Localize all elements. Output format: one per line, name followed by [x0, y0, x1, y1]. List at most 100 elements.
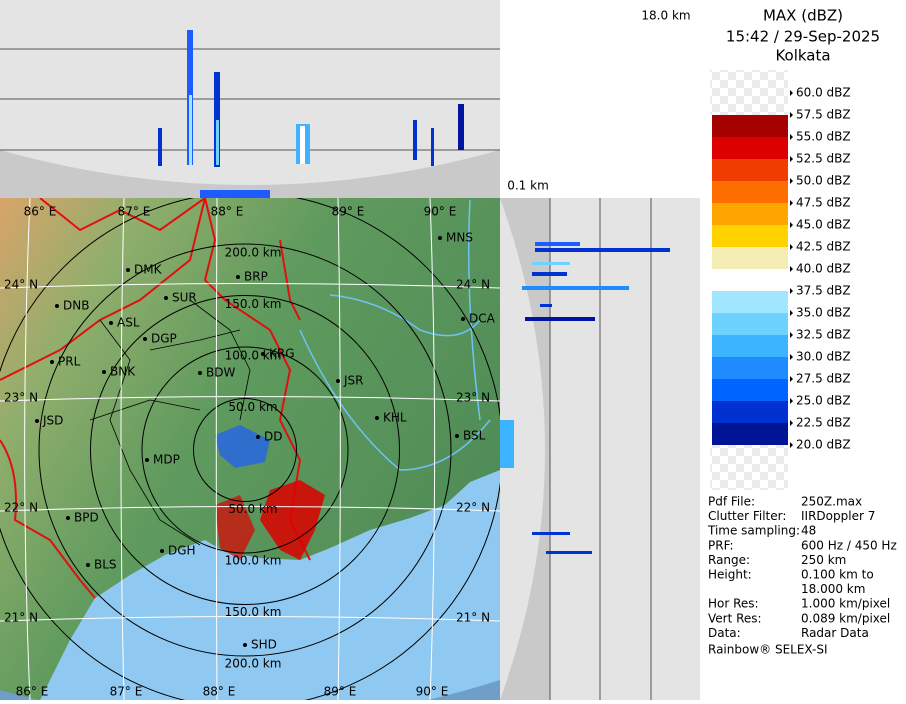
place-dot	[236, 275, 240, 279]
lon-label: 90° E	[424, 205, 457, 219]
lat-label: 24° N	[4, 278, 38, 292]
lat-label: 22° N	[4, 501, 38, 515]
place-dot	[109, 321, 113, 325]
info-value: Radar Data	[801, 626, 869, 640]
place-dot	[160, 549, 164, 553]
right-echoes	[500, 242, 670, 554]
legend-swatch	[712, 247, 788, 269]
place-dot	[461, 317, 465, 321]
place-label: DD	[264, 430, 282, 444]
legend-tick	[790, 266, 793, 272]
legend-label: 20.0 dBZ	[796, 438, 851, 452]
lon-label: 87° E	[110, 685, 143, 699]
legend-label: 57.5 dBZ	[796, 108, 851, 122]
place-dot	[50, 360, 54, 364]
place-label: BSL	[463, 429, 486, 443]
range-label: 100.0 km	[225, 349, 282, 363]
place-dot	[86, 563, 90, 567]
legend-tick	[790, 178, 793, 184]
rivers	[299, 199, 491, 471]
legend-swatch	[712, 423, 788, 445]
place-label: JSD	[42, 414, 63, 428]
place-label: BNK	[110, 365, 136, 379]
place-dot	[143, 337, 147, 341]
lat-label: 22° N	[456, 501, 490, 515]
place-label: KRG	[269, 347, 295, 361]
range-ring	[141, 346, 349, 554]
place-label: JSR	[343, 374, 364, 388]
place-dot	[243, 643, 247, 647]
place-label: BDW	[206, 366, 235, 380]
place-dot	[261, 352, 265, 356]
lon-label: 90° E	[416, 685, 449, 699]
place-dot	[164, 296, 168, 300]
place-label: SUR	[172, 291, 197, 305]
place-dot	[102, 370, 106, 374]
info-key: Range:	[708, 553, 750, 567]
legend-label: 27.5 dBZ	[796, 372, 851, 386]
legend-swatch	[712, 159, 788, 181]
lat-label: 24° N	[456, 278, 490, 292]
place-label: ASL	[117, 316, 140, 330]
range-label: 50.0 km	[228, 400, 277, 414]
place-label: DCA	[469, 312, 496, 326]
lat-label: 21° N	[456, 611, 490, 625]
place-label: PRL	[58, 355, 81, 369]
lon-label: 88° E	[203, 685, 236, 699]
parallel	[0, 616, 500, 622]
legend-tick	[790, 398, 793, 404]
lon-label: 88° E	[211, 205, 244, 219]
legend-label: 30.0 dBZ	[796, 350, 851, 364]
lat-lon-grid	[0, 198, 500, 700]
legend-tick	[790, 200, 793, 206]
meridian	[120, 198, 125, 700]
parallel	[0, 283, 500, 289]
range-ring	[193, 398, 297, 502]
parallel	[0, 396, 500, 402]
lon-label: 89° E	[332, 205, 365, 219]
legend-label: 60.0 dBZ	[796, 86, 851, 100]
map: 50.0 km 50.0 km 100.0 km 100.0 km 150.0 km 15…	[0, 198, 500, 700]
info-key: PRF:	[708, 538, 734, 552]
panel-site: Kolkata	[775, 47, 830, 65]
district-borders	[89, 299, 251, 546]
legend-tick	[790, 310, 793, 316]
range-label: 100.0 km	[225, 554, 282, 568]
lon-label: 87° E	[118, 205, 151, 219]
range-label: 150.0 km	[225, 297, 282, 311]
legend-label: 42.5 dBZ	[796, 240, 851, 254]
legend-tick	[790, 288, 793, 294]
place-dot	[198, 371, 202, 375]
lon-label: 86° E	[24, 205, 57, 219]
legend-tick	[790, 156, 793, 162]
legend-label: 32.5 dBZ	[796, 328, 851, 342]
legend-swatch	[712, 401, 788, 423]
top-height-label: 18.0 km	[641, 9, 690, 23]
right-profile-shade	[500, 198, 550, 700]
right-profile-lines	[549, 198, 652, 700]
legend-swatch	[712, 335, 788, 357]
place-dot	[35, 419, 39, 423]
legend-tick	[790, 354, 793, 360]
meridian	[215, 198, 218, 700]
place-dot	[375, 416, 379, 420]
place-label: DGP	[151, 332, 177, 346]
legend-tick	[790, 90, 793, 96]
legend-tick	[790, 420, 793, 426]
top-echoes	[158, 30, 464, 198]
map-labels: 50.0 km 50.0 km 100.0 km 100.0 km 150.0 km 15…	[4, 205, 496, 699]
place-dot	[145, 458, 149, 462]
info-key: Hor Res:	[708, 597, 759, 611]
legend-transparent-bottom	[710, 444, 788, 490]
legend-tick	[790, 244, 793, 250]
place-label: BLS	[94, 558, 117, 572]
out-of-range	[0, 680, 500, 700]
legend-label: 45.0 dBZ	[796, 218, 851, 232]
place-label: KHL	[383, 411, 407, 425]
info-key: Height:	[708, 568, 752, 582]
place-dot	[55, 304, 59, 308]
legend-label: 55.0 dBZ	[796, 130, 851, 144]
legend-transparent-top	[710, 70, 788, 115]
legend-label: 37.5 dBZ	[796, 284, 851, 298]
